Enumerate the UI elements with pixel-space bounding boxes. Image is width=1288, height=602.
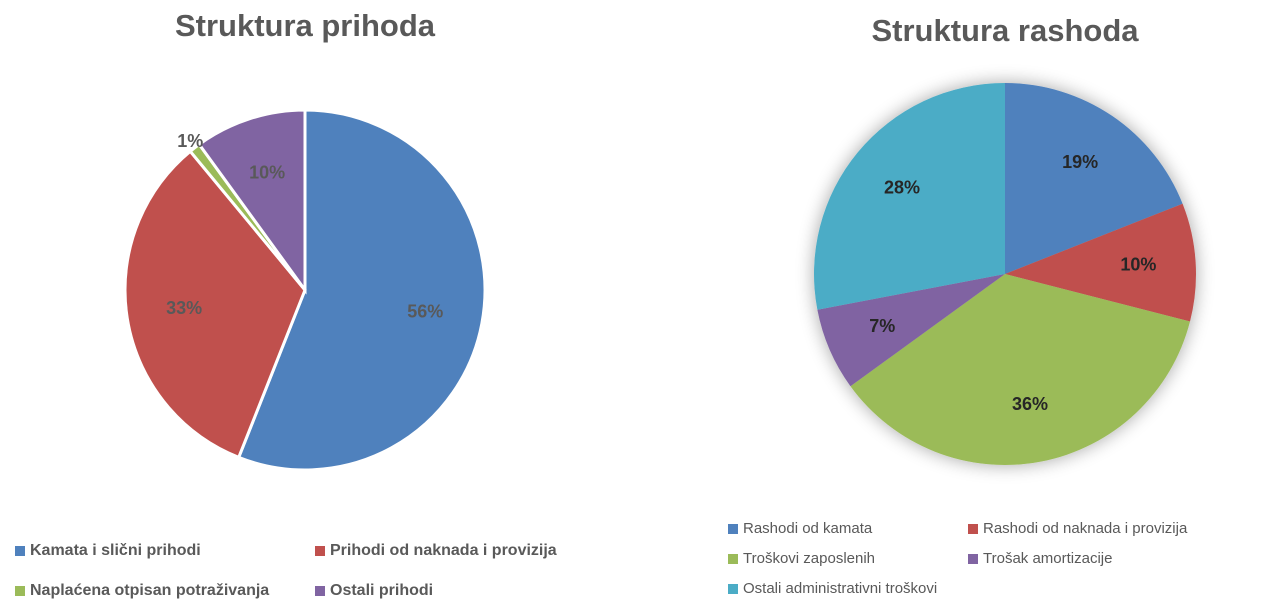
pie-slice bbox=[850, 274, 1190, 466]
legend-label: Trošak amortizacije bbox=[983, 550, 1112, 567]
legend-label: Naplaćena otpisan potraživanja bbox=[30, 582, 269, 599]
pie-slice bbox=[236, 108, 487, 472]
legend-swatch bbox=[15, 546, 25, 556]
legend-swatch bbox=[728, 554, 738, 564]
pie-slice bbox=[1005, 83, 1183, 274]
legend-label: Troškovi zaposlenih bbox=[743, 550, 875, 567]
data-label: 36% bbox=[1012, 394, 1048, 414]
pie-slice bbox=[817, 274, 1005, 387]
data-label: 1% bbox=[177, 131, 203, 151]
pie-slice bbox=[813, 83, 1005, 310]
legend-label: Rashodi od kamata bbox=[743, 520, 873, 537]
data-label: 33% bbox=[166, 298, 202, 318]
legend-swatch bbox=[15, 586, 25, 596]
data-label: 56% bbox=[407, 302, 443, 322]
legend-swatch bbox=[315, 586, 325, 596]
pie-slice bbox=[197, 108, 307, 295]
legend-label: Ostali prihodi bbox=[330, 582, 433, 599]
legend-swatch bbox=[968, 524, 978, 534]
chart-title: Struktura rashoda bbox=[871, 13, 1139, 48]
legend-label: Kamata i slični prihodi bbox=[30, 542, 201, 559]
data-label: 19% bbox=[1062, 152, 1098, 172]
legend-label: Ostali administrativni troškovi bbox=[743, 580, 937, 597]
data-label: 7% bbox=[869, 316, 895, 336]
pie bbox=[813, 83, 1196, 466]
data-label: 10% bbox=[249, 162, 285, 182]
pie-slice bbox=[1005, 203, 1196, 322]
legend-swatch bbox=[728, 524, 738, 534]
legend-swatch bbox=[315, 546, 325, 556]
pie-slice bbox=[123, 149, 307, 460]
legend-label: Rashodi od naknada i provizija bbox=[983, 520, 1188, 537]
data-label: 10% bbox=[1120, 254, 1156, 274]
pie bbox=[123, 108, 487, 472]
legend-label: Prihodi od naknada i provizija bbox=[330, 542, 557, 559]
legend-swatch bbox=[968, 554, 978, 564]
data-label: 28% bbox=[884, 178, 920, 198]
legend-swatch bbox=[728, 584, 738, 594]
chart-title: Struktura prihoda bbox=[175, 8, 436, 43]
